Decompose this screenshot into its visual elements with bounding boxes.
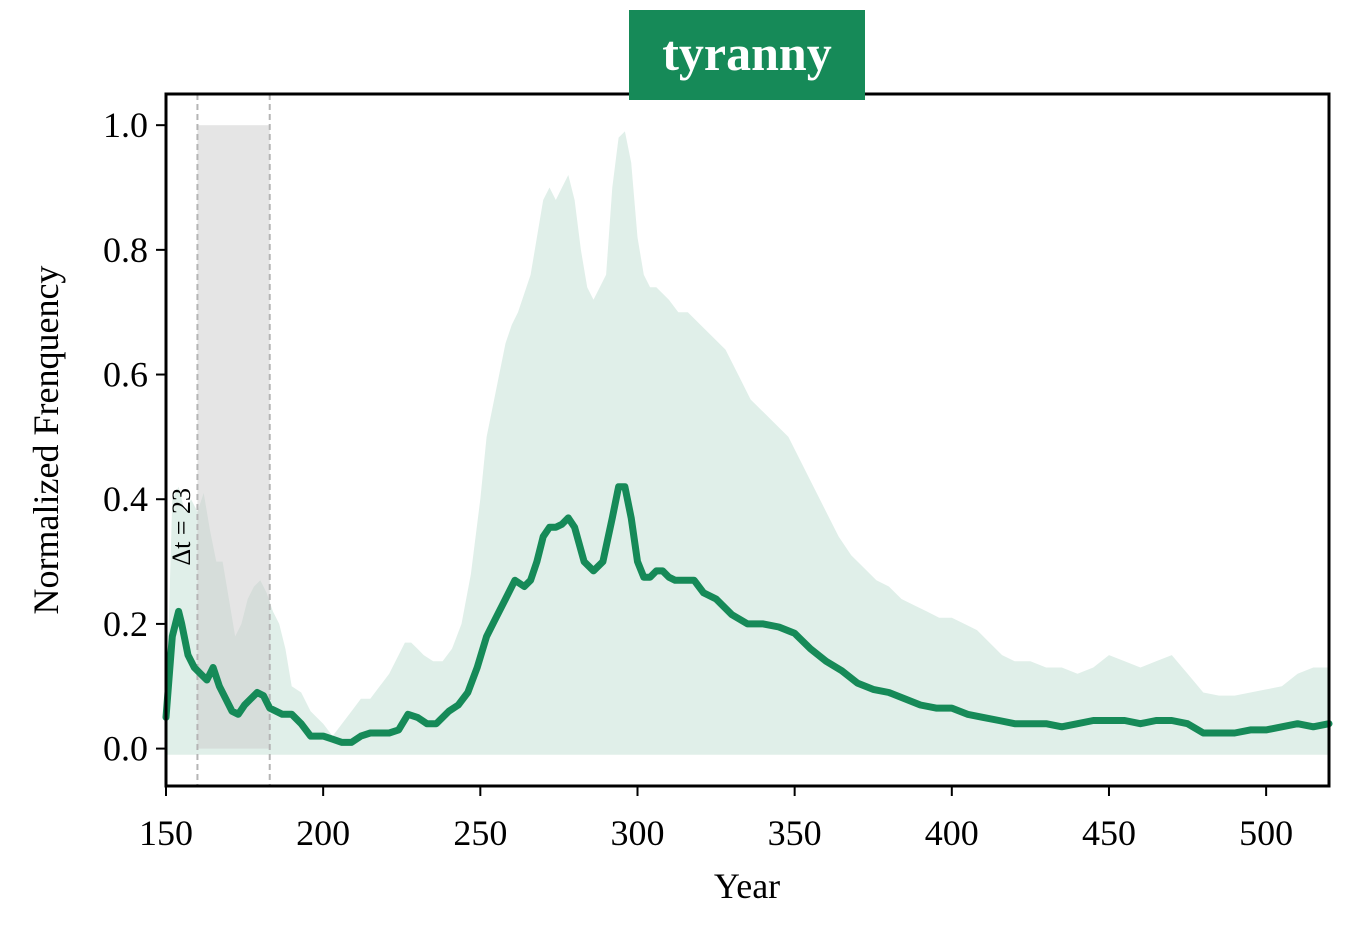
y-tick-label: 1.0 — [103, 105, 148, 145]
frequency-line — [162, 483, 1333, 746]
highlight-window — [197, 125, 270, 749]
y-tick-label: 0.0 — [103, 729, 148, 769]
x-tick-label: 150 — [139, 813, 193, 853]
y-tick-label: 0.6 — [103, 355, 148, 395]
y-axis: 0.0 0.2 0.4 0.6 0.8 1.0 — [103, 105, 166, 769]
chart-title-box — [629, 10, 865, 100]
delta-t-annotation: Δt = 23 — [167, 488, 196, 566]
frequency-range-band — [166, 131, 1329, 755]
y-tick-label: 0.8 — [103, 230, 148, 270]
y-axis-label: Normalized Frenquency — [26, 266, 66, 615]
y-tick-label: 0.4 — [103, 479, 148, 519]
plot-area — [162, 94, 1333, 786]
chart-title: tyranny — [662, 25, 831, 81]
x-axis-label: Year — [714, 866, 780, 906]
x-tick-label: 300 — [610, 813, 664, 853]
x-tick-label: 200 — [296, 813, 350, 853]
x-tick-label: 450 — [1082, 813, 1136, 853]
x-axis: 150 200 250 300 350 400 450 500 — [139, 786, 1293, 853]
x-tick-label: 400 — [925, 813, 979, 853]
x-tick-label: 500 — [1239, 813, 1293, 853]
y-tick-label: 0.2 — [103, 604, 148, 644]
x-tick-label: 350 — [768, 813, 822, 853]
x-tick-label: 250 — [453, 813, 507, 853]
